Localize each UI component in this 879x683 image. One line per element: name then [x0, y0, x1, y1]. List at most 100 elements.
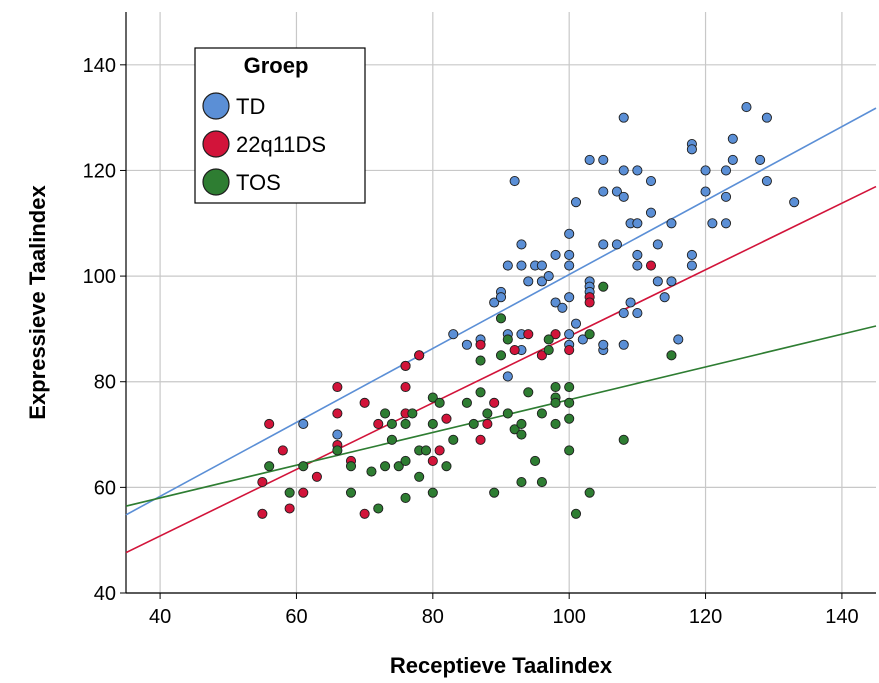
legend-marker-1	[202, 130, 230, 158]
x-tick-label: 60	[285, 606, 307, 628]
y-tick-label: 120	[83, 160, 116, 182]
point-series-1	[264, 418, 275, 430]
point-series-0	[618, 165, 629, 176]
point-series-0	[564, 260, 575, 271]
point-series-0	[625, 297, 636, 308]
point-series-2	[530, 455, 541, 467]
point-series-2	[441, 461, 452, 472]
legend-marker-0	[202, 92, 230, 120]
point-series-1	[359, 397, 370, 408]
point-series-0	[570, 197, 582, 208]
point-series-0	[618, 339, 629, 350]
point-series-0	[298, 418, 309, 430]
point-series-0	[502, 260, 513, 271]
point-series-2	[420, 445, 432, 456]
legend-title: Groep	[244, 53, 309, 78]
point-series-2	[475, 355, 486, 366]
legend-marker-2	[202, 168, 230, 196]
point-series-0	[611, 239, 622, 250]
point-series-0	[686, 144, 697, 155]
point-series-0	[550, 249, 561, 261]
point-series-0	[618, 191, 629, 202]
point-series-0	[564, 329, 575, 340]
point-series-2	[427, 487, 438, 498]
point-series-1	[489, 397, 500, 408]
point-series-2	[489, 487, 500, 498]
point-series-0	[652, 276, 663, 287]
point-series-2	[564, 445, 575, 456]
y-tick-label: 140	[83, 55, 116, 77]
point-series-2	[400, 455, 411, 467]
point-series-2	[373, 503, 384, 514]
point-series-2	[393, 461, 404, 472]
axis-ticks: 40 60 80 100 120 140 40 60 80 100 120 140	[83, 55, 859, 628]
point-series-1	[475, 339, 486, 350]
point-series-0	[720, 165, 732, 176]
point-series-2	[400, 418, 411, 430]
point-series-0	[761, 175, 772, 187]
point-series-2	[264, 461, 275, 472]
point-series-1	[564, 344, 575, 356]
point-series-0	[645, 207, 657, 218]
point-series-2	[550, 381, 561, 393]
legend-label-1: 22q11DS	[236, 132, 326, 157]
point-series-1	[400, 381, 411, 393]
point-series-2	[543, 334, 554, 345]
point-series-2	[380, 461, 391, 472]
point-series-2	[461, 397, 472, 408]
point-series-2	[468, 418, 479, 430]
point-series-2	[502, 334, 513, 345]
point-series-0	[550, 297, 561, 308]
point-series-0	[495, 292, 507, 303]
point-series-0	[632, 308, 643, 319]
point-series-2	[345, 487, 357, 498]
point-series-0	[673, 334, 684, 345]
point-series-0	[632, 249, 643, 261]
point-series-2	[618, 434, 629, 445]
point-series-0	[727, 154, 738, 165]
point-series-1	[298, 487, 309, 498]
point-series-2	[584, 329, 595, 340]
point-series-1	[284, 503, 295, 514]
point-series-2	[427, 392, 438, 403]
x-tick-label: 80	[422, 606, 444, 628]
point-series-0	[584, 154, 595, 165]
point-series-2	[400, 492, 411, 503]
point-series-2	[516, 429, 527, 440]
point-series-0	[645, 175, 657, 187]
point-series-0	[686, 249, 697, 261]
point-series-2	[536, 408, 547, 419]
point-series-1	[332, 408, 343, 419]
x-tick-label: 40	[149, 606, 171, 628]
point-series-0	[543, 271, 554, 282]
point-series-2	[414, 471, 425, 482]
fit-line-2	[125, 325, 877, 507]
point-series-0	[686, 260, 697, 271]
point-series-0	[536, 260, 547, 271]
point-series-0	[666, 218, 677, 229]
point-series-1	[400, 360, 411, 371]
point-series-0	[509, 175, 520, 187]
fit-line-1	[125, 185, 877, 554]
point-series-2	[427, 418, 438, 430]
point-series-1	[434, 445, 445, 456]
fit-line-0	[125, 107, 877, 516]
point-series-0	[598, 339, 609, 350]
y-axis-title: Expressieve Taalindex	[25, 185, 50, 420]
point-series-1	[373, 418, 384, 430]
point-series-0	[700, 165, 711, 176]
point-series-2	[366, 466, 377, 477]
point-series-0	[523, 276, 534, 287]
point-series-1	[645, 260, 657, 271]
point-series-2	[386, 434, 397, 445]
point-series-2	[448, 434, 459, 445]
point-series-0	[707, 218, 718, 229]
point-series-0	[727, 133, 738, 144]
point-series-1	[475, 434, 486, 445]
point-series-0	[448, 329, 459, 340]
y-tick-label: 80	[94, 372, 116, 394]
point-series-0	[536, 276, 547, 287]
point-series-0	[618, 112, 629, 123]
point-series-0	[564, 228, 575, 239]
